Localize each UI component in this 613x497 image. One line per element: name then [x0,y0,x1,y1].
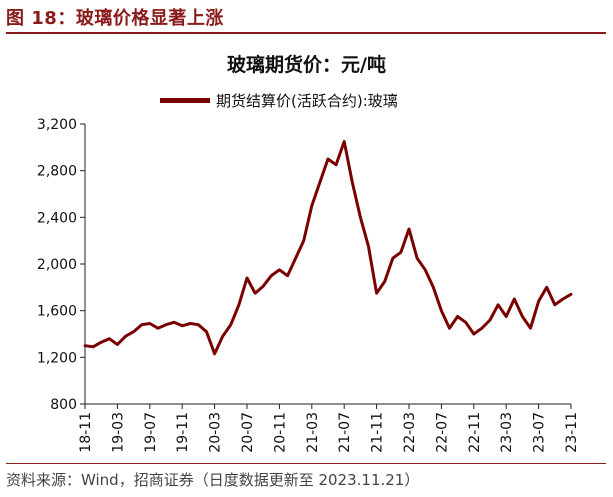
y-tick-label: 1,200 [37,350,77,366]
x-tick-label: 23-11 [564,412,580,453]
y-tick-label: 2,800 [37,164,77,180]
x-tick-label: 19-11 [175,412,191,453]
y-tick-label: 2,000 [37,257,77,273]
x-tick-label: 19-07 [143,412,159,453]
source-note: 资料来源：Wind，招商证券（日度数据更新至 2023.11.21） [6,471,420,489]
y-tick-label: 2,400 [37,210,77,226]
x-tick-label: 21-07 [337,412,353,453]
x-tick-label: 21-03 [305,412,321,453]
x-tick-label: 20-07 [240,412,256,453]
x-tick-label: 18-11 [78,412,94,453]
y-tick-label: 1,600 [37,304,77,320]
chart-title: 玻璃期货价：元/吨 [227,54,386,76]
x-tick-label: 19-03 [110,412,126,453]
x-tick-label: 23-07 [532,412,548,453]
x-tick-label: 23-03 [499,412,515,453]
top-divider [6,32,606,34]
bottom-divider [6,463,606,464]
legend: 期货结算价(活跃合约):玻璃 [160,90,398,110]
x-tick-label: 22-11 [467,412,483,453]
y-tick-label: 3,200 [37,117,77,133]
x-tick-label: 22-07 [434,412,450,453]
legend-swatch [160,97,210,103]
x-tick-label: 21-11 [370,412,386,453]
series-line [83,140,573,356]
x-tick-label: 20-11 [272,412,288,453]
x-tick-label: 22-03 [402,412,418,453]
legend-label: 期货结算价(活跃合约):玻璃 [216,91,398,110]
figure-title: 图 18：玻璃价格显著上涨 [6,8,224,29]
y-tick-label: 800 [50,397,77,413]
x-tick-label: 20-03 [208,412,224,453]
